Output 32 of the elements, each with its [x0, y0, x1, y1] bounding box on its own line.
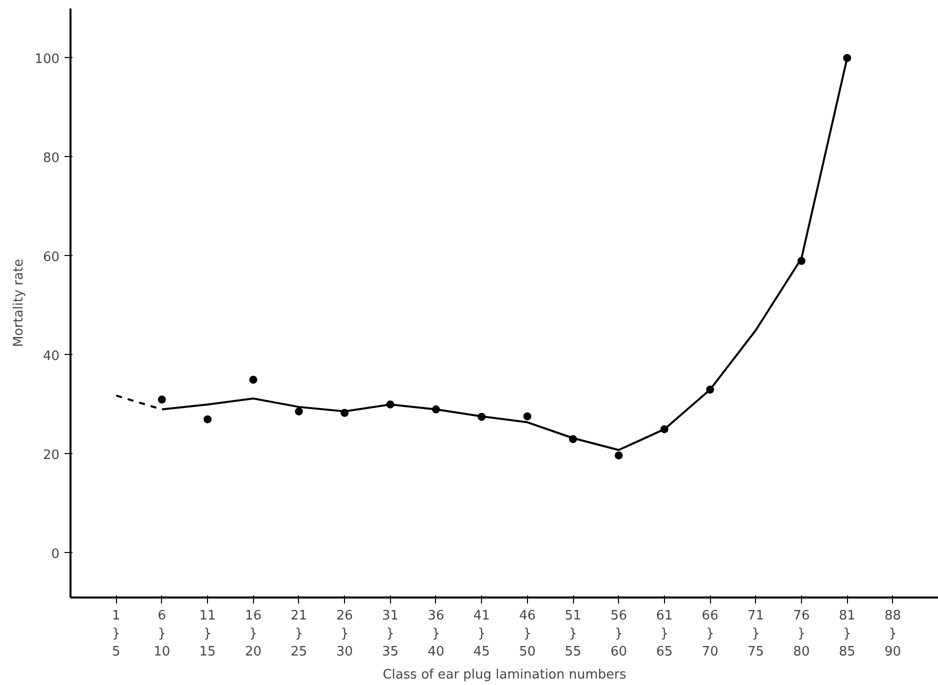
y-tick-label: 0 [51, 546, 60, 562]
y-tick-label: 60 [42, 250, 60, 265]
point [158, 396, 166, 404]
y-tick-label: 80 [42, 150, 60, 166]
x-tick-label: 81 } 85 [838, 608, 856, 660]
y-tick-label: 40 [42, 348, 60, 364]
x-tick-label: 61 } 65 [656, 608, 673, 660]
y-axis-title: Mortality rate [12, 258, 27, 348]
x-tick-label: 51 } 55 [564, 608, 582, 660]
x-tick-label: 6 } 10 [154, 608, 170, 660]
x-axis-title: Class of ear plug lamination numbers [382, 668, 626, 682]
point [249, 376, 258, 384]
x-tick-label: 36 } 40 [428, 608, 444, 660]
x-tick-label: 41 } 45 [473, 608, 490, 660]
x-tick-label: 21 } 25 [290, 608, 308, 660]
x-tick-label: 66 } 70 [702, 608, 718, 660]
x-tick-label: 76 } 80 [793, 608, 810, 660]
point [614, 451, 623, 460]
x-tick-label: 31 } 35 [382, 608, 399, 660]
x-tick-label: 46 } 50 [519, 608, 536, 660]
y-tick-label: 100 [34, 52, 60, 67]
y-tick-label: 20 [42, 448, 60, 463]
x-tick-label: 16 } 20 [244, 608, 262, 660]
x-tick-label: 26 } 30 [336, 608, 353, 660]
x-tick-label: 56 } 60 [610, 608, 627, 660]
point [204, 415, 212, 424]
x-tick-label: 11 } 15 [199, 608, 216, 660]
x-tick-label: 88 } 90 [884, 608, 902, 660]
point [294, 407, 303, 416]
x-tick-label: 1 } 5 [112, 608, 120, 660]
x-tick-label: 71 } 75 [747, 608, 764, 660]
point [523, 412, 532, 420]
